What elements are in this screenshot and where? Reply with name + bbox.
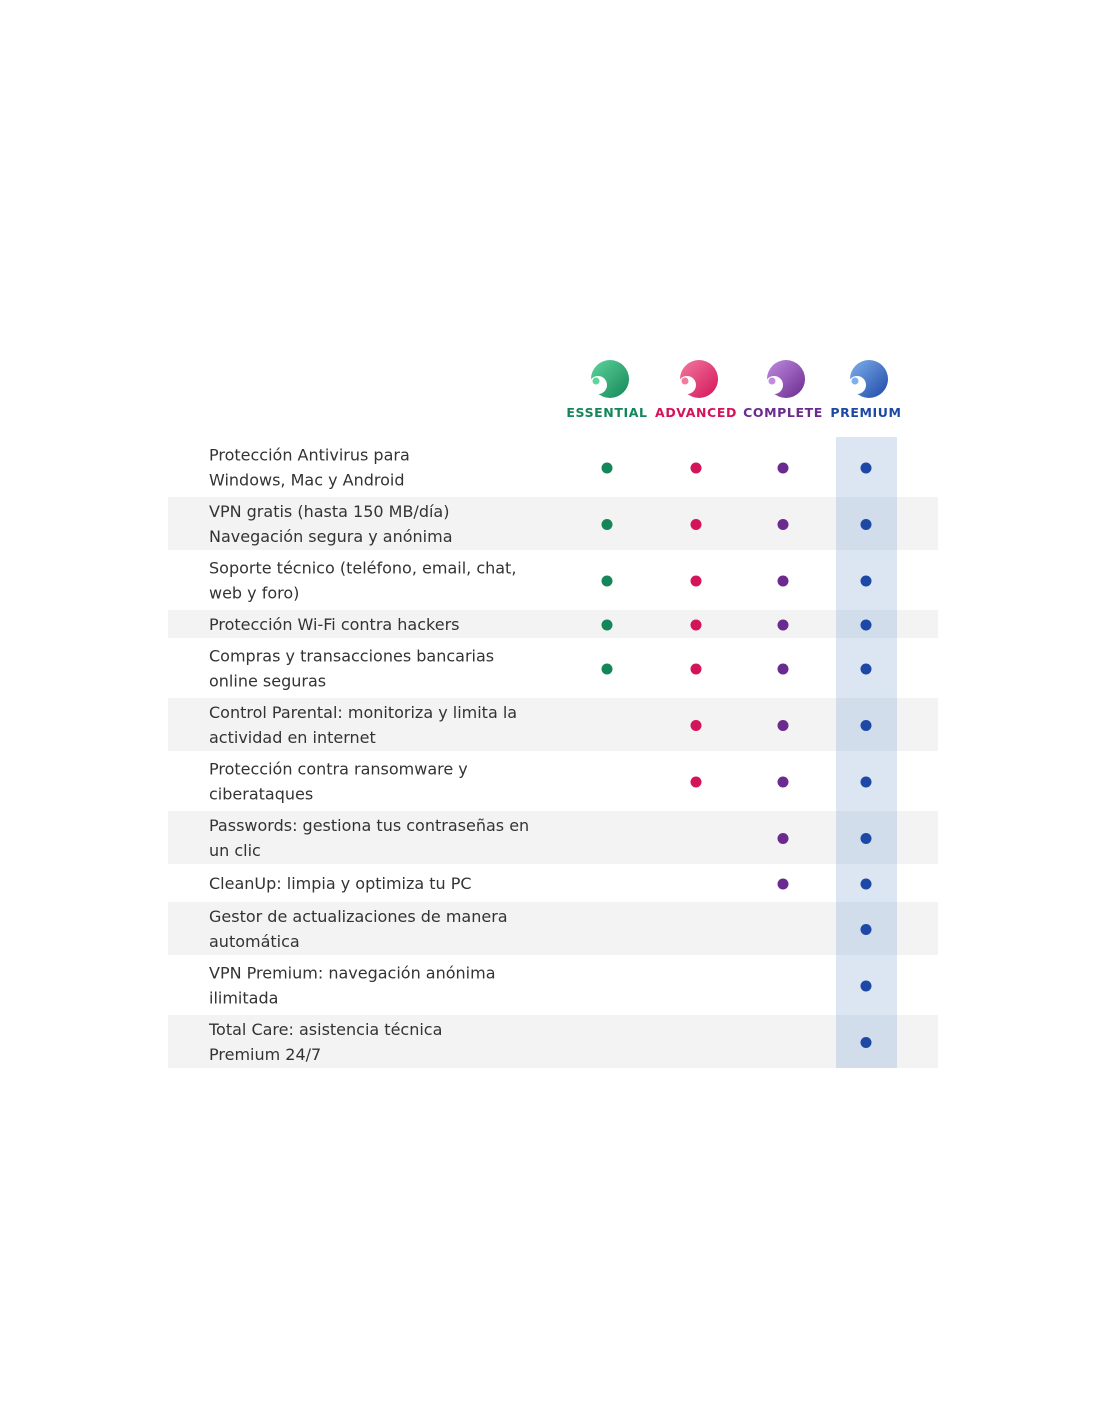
included-dot <box>860 878 872 890</box>
feature-text: CleanUp: limpia y optimiza tu PC <box>209 874 472 893</box>
feature-text: Compras y transacciones bancarias <box>209 647 494 666</box>
feature-text: VPN Premium: navegación anónima <box>209 964 496 983</box>
included-dot <box>777 663 789 675</box>
plan-name: COMPLETE <box>743 405 823 420</box>
included-dot <box>777 519 789 530</box>
feature-text: ciberataques <box>209 785 313 804</box>
included-dot <box>860 776 872 788</box>
feature-text: web y foro) <box>209 584 299 603</box>
included-dot <box>777 878 789 890</box>
feature-text: Windows, Mac y Android <box>209 471 405 490</box>
row-band <box>168 497 938 550</box>
feature-text: Protección contra ransomware y <box>209 760 468 779</box>
included-dot <box>860 663 872 675</box>
feature-text: Navegación segura y anónima <box>209 527 453 546</box>
included-dot <box>601 663 613 675</box>
included-dot <box>690 663 702 675</box>
row-band <box>168 1015 938 1068</box>
plan-name: ADVANCED <box>655 405 737 420</box>
included-dot <box>860 519 872 530</box>
feature-text: Passwords: gestiona tus contraseñas en <box>209 816 529 835</box>
feature-text: Soporte técnico (teléfono, email, chat, <box>209 559 516 578</box>
plan-name: PREMIUM <box>830 405 901 420</box>
feature-text: VPN gratis (hasta 150 MB/día) <box>209 502 449 521</box>
included-dot <box>601 519 613 530</box>
feature-text: Premium 24/7 <box>209 1045 321 1064</box>
included-dot <box>777 776 789 788</box>
plan-logo-dot <box>851 377 859 385</box>
included-dot <box>860 462 872 474</box>
included-dot <box>860 1037 872 1048</box>
plan-logo-dot <box>681 377 689 385</box>
row-band <box>168 698 938 751</box>
included-dot <box>690 776 702 788</box>
feature-text: Protección Antivirus para <box>209 446 410 465</box>
included-dot <box>860 720 872 731</box>
feature-text: Gestor de actualizaciones de manera <box>209 907 508 926</box>
included-dot <box>690 720 702 731</box>
row-band <box>168 902 938 955</box>
included-dot <box>690 619 702 631</box>
included-dot <box>777 575 789 587</box>
included-dot <box>860 619 872 631</box>
included-dot <box>860 833 872 844</box>
included-dot <box>690 519 702 530</box>
included-dot <box>777 720 789 731</box>
included-dot <box>860 575 872 587</box>
feature-text: Total Care: asistencia técnica <box>208 1020 442 1039</box>
feature-text: actividad en internet <box>209 728 376 747</box>
feature-text: online seguras <box>209 672 326 691</box>
row-band <box>168 811 938 864</box>
feature-text: un clic <box>209 841 261 860</box>
included-dot <box>601 619 613 631</box>
included-dot <box>777 833 789 844</box>
included-dot <box>690 462 702 474</box>
feature-text: ilimitada <box>209 989 278 1008</box>
included-dot <box>601 462 613 474</box>
plan-logo-dot <box>768 377 776 385</box>
included-dot <box>860 980 872 992</box>
included-dot <box>777 619 789 631</box>
feature-text: Control Parental: monitoriza y limita la <box>209 703 517 722</box>
plan-logo-dot <box>592 377 600 385</box>
feature-text: Protección Wi-Fi contra hackers <box>209 615 459 634</box>
plan-name: ESSENTIAL <box>566 405 647 420</box>
included-dot <box>777 462 789 474</box>
row-band <box>168 610 938 638</box>
included-dot <box>860 924 872 935</box>
included-dot <box>690 575 702 587</box>
feature-text: automática <box>209 932 300 951</box>
included-dot <box>601 575 613 587</box>
